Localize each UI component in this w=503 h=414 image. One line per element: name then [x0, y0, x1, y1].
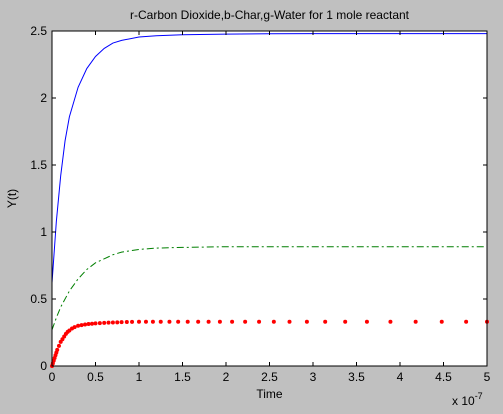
data-point — [257, 319, 262, 324]
data-point — [119, 320, 124, 325]
y-tick-label: 2.5 — [30, 24, 47, 38]
y-tick-label: 0.5 — [30, 292, 47, 306]
x-tick-label: 3 — [310, 370, 317, 384]
x-tick-label: 5 — [484, 370, 491, 384]
data-point — [388, 319, 393, 324]
data-point — [86, 322, 91, 327]
chart-title: r-Carbon Dioxide,b-Char,g-Water for 1 mo… — [130, 8, 410, 22]
plot-area — [52, 31, 487, 366]
data-point — [76, 323, 81, 328]
data-point — [343, 319, 348, 324]
data-point — [439, 319, 444, 324]
y-tick-label: 2 — [40, 91, 47, 105]
data-point — [287, 319, 292, 324]
x-axis-label: Time — [256, 387, 283, 401]
y-tick-label: 1.5 — [30, 158, 47, 172]
x-tick-label: 1.5 — [174, 370, 191, 384]
data-point — [206, 319, 211, 324]
x-tick-label: 3.5 — [348, 370, 365, 384]
data-point — [72, 325, 77, 330]
y-axis-label: Y(t) — [5, 189, 19, 208]
data-point — [102, 320, 107, 325]
data-point — [323, 319, 328, 324]
data-point — [137, 319, 141, 324]
data-point — [110, 320, 115, 325]
data-point — [304, 319, 309, 324]
x-axis-multiplier-base: x 10 — [452, 394, 475, 408]
data-point — [176, 319, 181, 324]
data-point — [230, 319, 235, 324]
data-point — [464, 319, 469, 324]
data-point — [217, 319, 222, 324]
data-point — [271, 319, 276, 324]
x-tick-label: 4.5 — [435, 370, 452, 384]
data-point — [90, 321, 95, 326]
x-tick-label: 2.5 — [261, 370, 278, 384]
x-tick-label: 2 — [223, 370, 230, 384]
data-point — [167, 319, 172, 324]
data-point — [56, 343, 61, 348]
data-point — [93, 321, 98, 326]
data-point — [150, 319, 155, 324]
data-point — [185, 319, 190, 324]
y-tick-label: 0 — [40, 359, 47, 373]
x-tick-label: 4 — [397, 370, 404, 384]
series-1-line — [51, 246, 487, 330]
data-point — [196, 319, 201, 324]
data-point — [79, 323, 84, 328]
ticks-layer: 0 0.5 1 1.5 2 2.5 3 3.5 4 4.5 5 0 0.5 1 1.5 2 2.5 — [30, 24, 490, 384]
data-point — [243, 319, 248, 324]
data-point — [364, 319, 369, 324]
data-point — [130, 319, 135, 324]
data-point — [158, 319, 163, 324]
x-tick-label: 0 — [49, 370, 56, 384]
x-tick-label: 0.5 — [87, 370, 104, 384]
data-point — [115, 320, 120, 325]
x-axis-multiplier-exponent: -7 — [475, 391, 483, 401]
data-point — [83, 322, 88, 327]
data-point — [55, 347, 60, 352]
y-tick-label: 1 — [40, 225, 47, 239]
series-2-markers — [50, 319, 489, 368]
data-point — [413, 319, 418, 324]
x-tick-label: 1 — [136, 370, 143, 384]
data-point — [143, 319, 148, 324]
data-point — [97, 321, 102, 326]
data-point — [124, 320, 129, 325]
x-axis-multiplier: x 10-7 — [452, 391, 483, 408]
data-point — [106, 320, 111, 325]
